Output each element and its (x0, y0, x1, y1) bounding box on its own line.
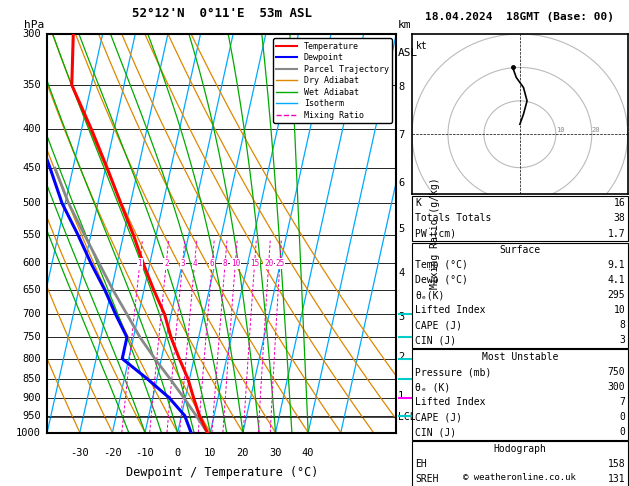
Text: Dewp (°C): Dewp (°C) (415, 275, 468, 285)
Text: CAPE (J): CAPE (J) (415, 412, 462, 422)
Text: Pressure (mb): Pressure (mb) (415, 367, 491, 377)
Text: 1: 1 (398, 391, 404, 401)
Text: 2: 2 (164, 259, 169, 268)
Text: -30: -30 (70, 449, 89, 458)
Text: 950: 950 (22, 411, 41, 420)
Text: 300: 300 (608, 382, 625, 392)
Text: 1000: 1000 (16, 428, 41, 437)
Text: SREH: SREH (415, 474, 438, 484)
Text: 2: 2 (398, 351, 404, 362)
Text: 18.04.2024  18GMT (Base: 00): 18.04.2024 18GMT (Base: 00) (425, 12, 615, 22)
Text: EH: EH (415, 459, 427, 469)
Text: Lifted Index: Lifted Index (415, 397, 486, 407)
Text: 8: 8 (398, 82, 404, 92)
Text: 0: 0 (620, 427, 625, 437)
Text: θₑ(K): θₑ(K) (415, 290, 445, 300)
Text: 1.7: 1.7 (608, 228, 625, 239)
Text: -20: -20 (103, 449, 122, 458)
Text: 450: 450 (22, 163, 41, 173)
Text: 38: 38 (613, 213, 625, 224)
Text: 7: 7 (620, 397, 625, 407)
Text: 30: 30 (628, 126, 629, 133)
Text: 0: 0 (620, 412, 625, 422)
Text: 295: 295 (608, 290, 625, 300)
Text: 52°12'N  0°11'E  53m ASL: 52°12'N 0°11'E 53m ASL (131, 7, 312, 20)
Text: ASL: ASL (398, 48, 418, 58)
Text: K: K (415, 198, 421, 208)
Text: 350: 350 (22, 80, 41, 90)
Text: Surface: Surface (499, 245, 540, 255)
Text: 10: 10 (556, 126, 564, 133)
Text: 850: 850 (22, 374, 41, 384)
Text: 20: 20 (264, 259, 274, 268)
Text: Dewpoint / Temperature (°C): Dewpoint / Temperature (°C) (126, 467, 318, 479)
Text: Hodograph: Hodograph (493, 444, 547, 454)
Text: 7: 7 (398, 130, 404, 140)
Text: 3: 3 (181, 259, 185, 268)
Text: 4: 4 (398, 268, 404, 278)
Text: kt: kt (416, 41, 427, 51)
Text: CAPE (J): CAPE (J) (415, 320, 462, 330)
Text: 158: 158 (608, 459, 625, 469)
Text: 1: 1 (138, 259, 142, 268)
Legend: Temperature, Dewpoint, Parcel Trajectory, Dry Adiabat, Wet Adiabat, Isotherm, Mi: Temperature, Dewpoint, Parcel Trajectory… (273, 38, 392, 123)
Text: CIN (J): CIN (J) (415, 427, 456, 437)
Text: 500: 500 (22, 198, 41, 208)
Text: Lifted Index: Lifted Index (415, 305, 486, 315)
Text: Most Unstable: Most Unstable (482, 352, 558, 362)
Text: 600: 600 (22, 259, 41, 268)
Text: 6: 6 (398, 177, 404, 188)
Text: 15: 15 (250, 259, 259, 268)
Text: 750: 750 (608, 367, 625, 377)
Text: 10: 10 (231, 259, 240, 268)
Text: 3: 3 (620, 335, 625, 346)
Text: 6: 6 (210, 259, 214, 268)
Text: 800: 800 (22, 354, 41, 364)
Text: -10: -10 (136, 449, 155, 458)
Text: Mixing Ratio (g/kg): Mixing Ratio (g/kg) (430, 177, 440, 289)
Text: 20: 20 (592, 126, 600, 133)
Text: 4: 4 (192, 259, 197, 268)
Text: 40: 40 (302, 449, 314, 458)
Text: 20: 20 (237, 449, 249, 458)
Text: hPa: hPa (25, 20, 45, 30)
Text: 700: 700 (22, 310, 41, 319)
Text: 8: 8 (620, 320, 625, 330)
Text: 5: 5 (398, 224, 404, 234)
Text: 4.1: 4.1 (608, 275, 625, 285)
Text: 30: 30 (269, 449, 282, 458)
Text: 300: 300 (22, 29, 41, 39)
Text: 0: 0 (175, 449, 181, 458)
Text: LCL: LCL (398, 412, 416, 422)
Text: CIN (J): CIN (J) (415, 335, 456, 346)
Text: 550: 550 (22, 230, 41, 240)
Text: 750: 750 (22, 332, 41, 342)
Text: 900: 900 (22, 393, 41, 403)
Text: 9.1: 9.1 (608, 260, 625, 270)
Text: 3: 3 (398, 312, 404, 322)
Text: 10: 10 (613, 305, 625, 315)
Text: Totals Totals: Totals Totals (415, 213, 491, 224)
Text: 131: 131 (608, 474, 625, 484)
Text: km: km (398, 20, 411, 30)
Text: 10: 10 (204, 449, 216, 458)
Text: 16: 16 (613, 198, 625, 208)
Text: PW (cm): PW (cm) (415, 228, 456, 239)
Text: © weatheronline.co.uk: © weatheronline.co.uk (464, 473, 576, 482)
Text: Temp (°C): Temp (°C) (415, 260, 468, 270)
Text: 400: 400 (22, 124, 41, 134)
Text: 650: 650 (22, 285, 41, 295)
Text: 8: 8 (223, 259, 228, 268)
Text: 25: 25 (276, 259, 284, 268)
Text: θₑ (K): θₑ (K) (415, 382, 450, 392)
